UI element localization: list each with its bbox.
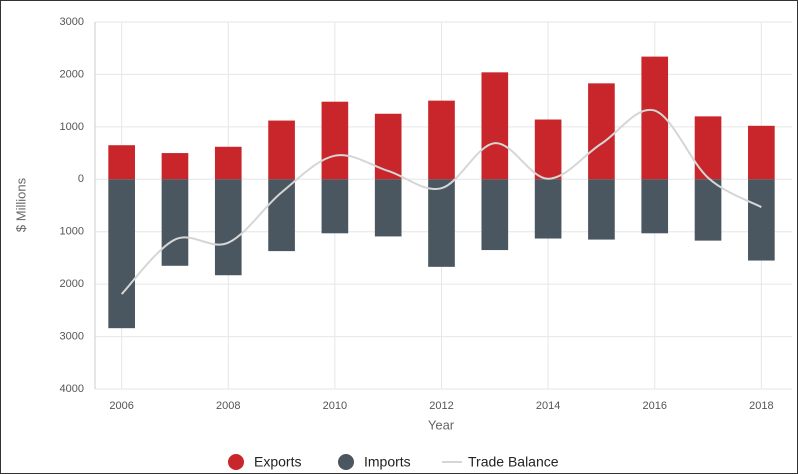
bar	[161, 179, 189, 266]
bar	[694, 179, 722, 241]
x-axis-title: Year	[428, 417, 455, 432]
legend-marker	[228, 454, 244, 470]
bar	[108, 179, 135, 329]
bar	[481, 72, 509, 180]
legend-label: Exports	[254, 454, 301, 470]
legend-marker	[338, 454, 354, 470]
y-tick-label: 0	[78, 173, 84, 185]
bar	[748, 179, 775, 261]
x-tick-label: 2010	[323, 400, 347, 412]
y-tick-label: 2000	[60, 278, 84, 290]
y-tick-label: 1000	[60, 121, 84, 133]
bar	[374, 179, 402, 237]
bar	[108, 145, 135, 180]
bar	[321, 101, 349, 180]
y-tick-label: 4000	[60, 383, 84, 395]
x-tick-label: 2006	[109, 400, 133, 412]
bar	[268, 120, 295, 180]
legend-label: Imports	[364, 454, 411, 470]
x-tick-label: 2016	[642, 400, 666, 412]
bar	[534, 119, 562, 180]
bar	[161, 153, 189, 180]
legend: Exports Imports Trade Balance	[228, 454, 559, 470]
bar	[268, 179, 295, 252]
bar	[748, 125, 775, 180]
legend-label: Trade Balance	[468, 454, 559, 470]
y-tick-label: 3000	[60, 16, 84, 28]
y-tick-label: 3000	[60, 330, 84, 342]
bar	[641, 179, 669, 234]
bar	[588, 179, 615, 240]
bar	[694, 116, 722, 180]
y-tick-label: 2000	[60, 68, 84, 80]
x-tick-label: 2014	[536, 400, 560, 412]
bar	[321, 179, 349, 234]
bar	[481, 179, 509, 251]
y-axis-title: $ Millions	[13, 177, 28, 232]
bar	[428, 179, 455, 267]
bar	[534, 179, 562, 239]
x-tick-label: 2018	[749, 400, 773, 412]
bar	[214, 146, 242, 180]
x-tick-label: 2008	[216, 400, 240, 412]
bar	[214, 179, 242, 276]
x-tick-label: 2012	[429, 400, 453, 412]
bar	[428, 100, 455, 180]
bar	[374, 113, 402, 180]
y-tick-label: 1000	[60, 226, 84, 238]
bar	[641, 56, 669, 180]
trend-line	[120, 108, 762, 295]
bar	[588, 83, 615, 180]
